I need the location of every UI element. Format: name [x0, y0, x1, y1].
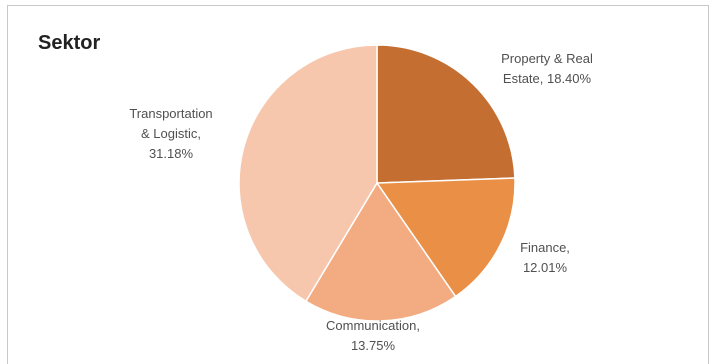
pie-slice-communication [304, 181, 457, 322]
pie-label-property-real-estate: Property & Real Estate, 18.40% [501, 51, 593, 86]
pie-label-transportation-logistic: Transportation & Logistic, 31.18% [129, 106, 212, 161]
pie-slice-finance [375, 177, 516, 298]
chart-title: Sektor [38, 32, 101, 54]
pie-label-finance: Finance, 12.01% [520, 240, 570, 275]
pie-slice-property-real-estate [376, 44, 516, 184]
pie-label-communication: Communication, 13.75% [326, 318, 420, 353]
pie-slice-transportation-logistic [238, 44, 378, 303]
